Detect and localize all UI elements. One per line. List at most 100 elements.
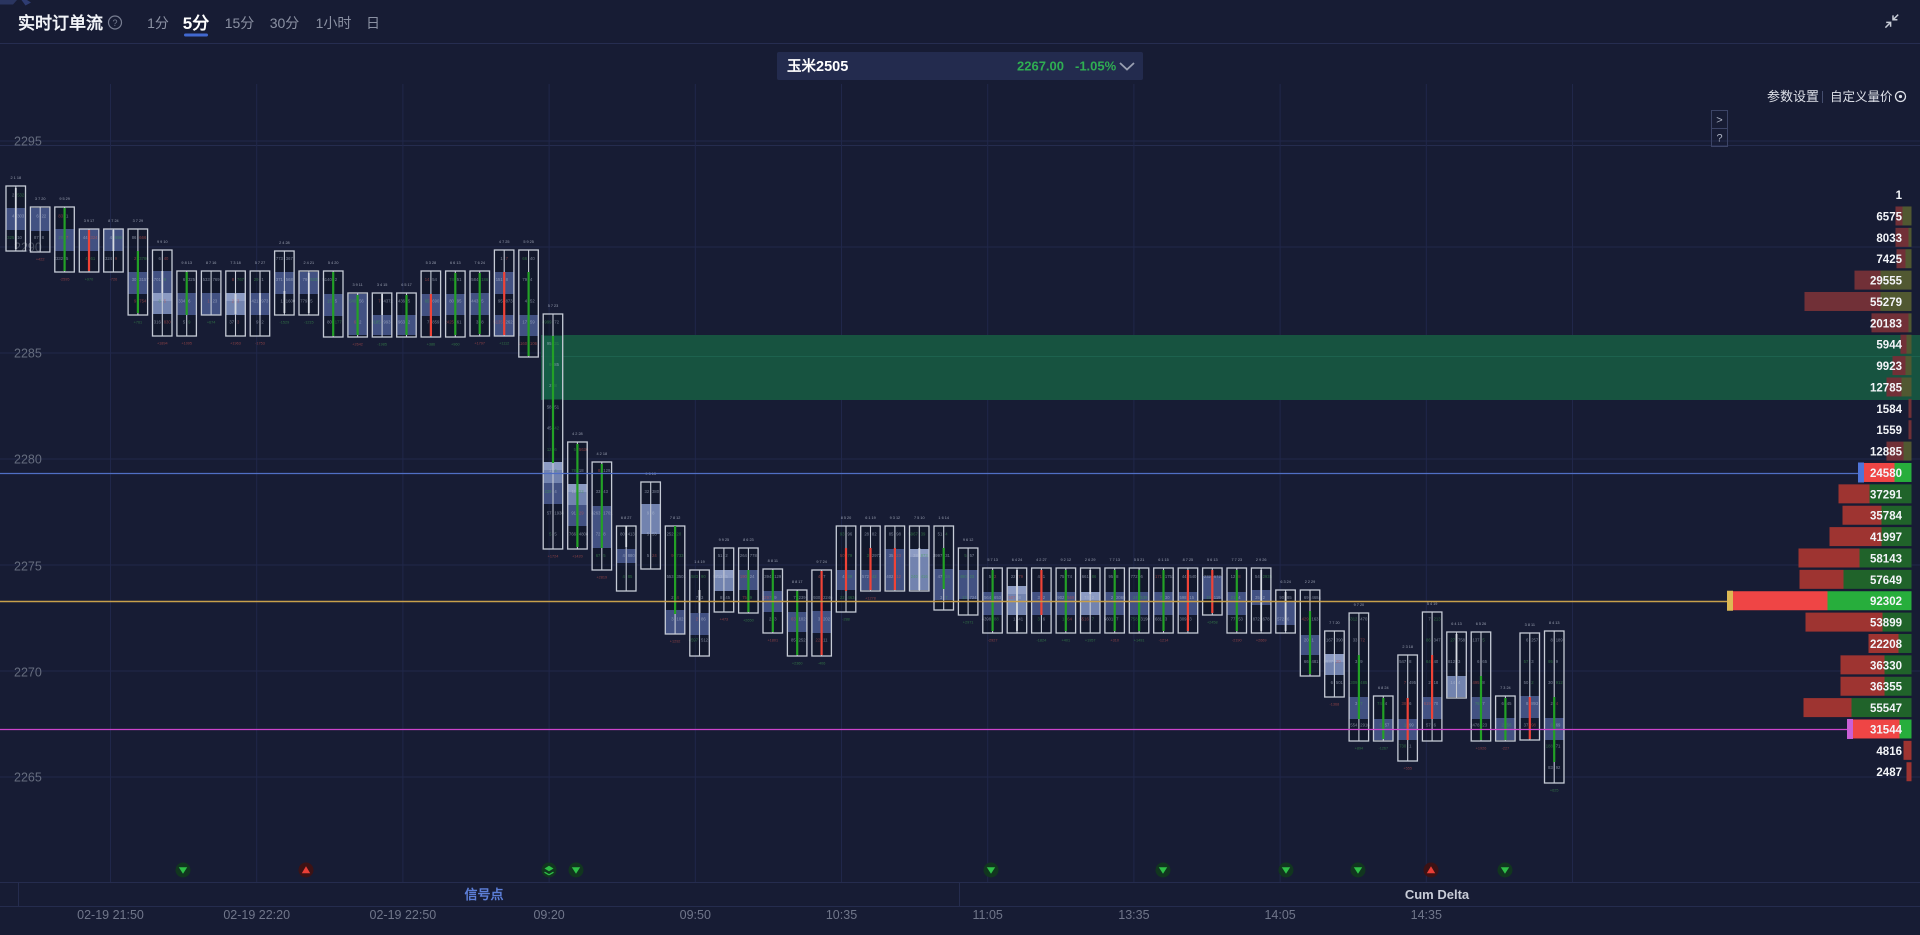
svg-text:53: 53 [1238, 616, 1243, 621]
svg-text:9: 9 [647, 510, 650, 515]
svg-text:5 7 23: 5 7 23 [548, 304, 559, 308]
svg-text:86: 86 [1426, 638, 1431, 643]
svg-text:7: 7 [696, 595, 699, 600]
svg-text:3: 3 [867, 553, 870, 558]
svg-text:769: 769 [213, 277, 221, 282]
svg-text:+1278: +1278 [865, 597, 876, 601]
svg-text:4: 4 [525, 298, 528, 303]
svg-text:7 3 24: 7 3 24 [1500, 686, 1511, 690]
svg-text:3: 3 [1165, 616, 1168, 621]
svg-text:6 5 26: 6 5 26 [1476, 622, 1487, 626]
svg-text:553: 553 [667, 574, 675, 579]
svg-text:5: 5 [310, 298, 313, 303]
svg-text:9923: 9923 [1876, 361, 1902, 373]
svg-text:9 7 24: 9 7 24 [816, 560, 827, 564]
svg-text:3: 3 [1458, 659, 1461, 664]
svg-text:-1368: -1368 [1330, 703, 1340, 707]
svg-text:367: 367 [286, 256, 294, 261]
svg-text:1309: 1309 [1348, 680, 1358, 685]
svg-text:5 4 20: 5 4 20 [328, 261, 339, 265]
svg-text:57649: 57649 [1870, 575, 1902, 587]
svg-text:3263: 3263 [591, 510, 601, 515]
svg-text:86: 86 [132, 235, 137, 240]
svg-text:6 4 13: 6 4 13 [1451, 622, 1462, 626]
svg-text:8: 8 [158, 298, 161, 303]
svg-text:2332: 2332 [54, 256, 64, 261]
svg-text:30分: 30分 [270, 15, 300, 31]
svg-text:540: 540 [349, 298, 357, 303]
svg-text:31: 31 [945, 553, 950, 558]
svg-text:6 8 27: 6 8 27 [621, 516, 632, 520]
svg-text:95: 95 [498, 298, 503, 303]
svg-text:6 1 15: 6 1 15 [1158, 558, 1169, 562]
svg-text:85: 85 [791, 638, 796, 643]
svg-text:9: 9 [134, 298, 137, 303]
svg-text:6: 6 [1287, 616, 1290, 621]
svg-text:4 2 28: 4 2 28 [572, 432, 583, 436]
svg-text:43: 43 [603, 489, 608, 494]
svg-text:5: 5 [408, 298, 411, 303]
svg-text:10: 10 [17, 235, 22, 240]
svg-text:85: 85 [889, 532, 894, 537]
svg-text:5 7 27: 5 7 27 [255, 261, 266, 265]
svg-text:86: 86 [1092, 574, 1097, 579]
svg-text:6: 6 [1526, 638, 1529, 643]
svg-text:2: 2 [1502, 722, 1505, 727]
svg-text:+1963: +1963 [230, 342, 241, 346]
svg-text:3: 3 [1038, 595, 1041, 600]
svg-text:4: 4 [1385, 701, 1388, 706]
svg-text:-1.05%: -1.05% [1075, 59, 1117, 74]
svg-text:5: 5 [1482, 638, 1485, 643]
svg-text:9 5 29: 9 5 29 [59, 197, 70, 201]
svg-text:3 8 11: 3 8 11 [1525, 623, 1535, 627]
svg-text:35: 35 [1255, 595, 1260, 600]
svg-text:859: 859 [432, 320, 440, 325]
svg-text:+1112: +1112 [499, 342, 509, 346]
svg-text:3786: 3786 [139, 256, 149, 261]
svg-text:2275: 2275 [14, 560, 42, 574]
svg-text:7: 7 [506, 256, 509, 261]
svg-text:8: 8 [506, 277, 509, 282]
svg-text:74: 74 [1067, 574, 1072, 579]
svg-text:188: 188 [1546, 744, 1554, 749]
svg-text:2: 2 [1043, 595, 1046, 600]
svg-text:+1420: +1420 [572, 555, 583, 559]
svg-text:72: 72 [1360, 638, 1365, 643]
svg-text:7: 7 [66, 235, 69, 240]
svg-text:2425: 2425 [445, 320, 455, 325]
svg-text:10:35: 10:35 [826, 908, 857, 922]
svg-text:3: 3 [671, 616, 674, 621]
svg-text:371: 371 [276, 277, 284, 282]
svg-text:64: 64 [1426, 659, 1431, 664]
svg-text:+2971: +2971 [963, 621, 974, 625]
svg-text:3997: 3997 [933, 553, 943, 558]
svg-text:45: 45 [725, 595, 730, 600]
svg-text:23: 23 [213, 298, 218, 303]
svg-text:9 2 12: 9 2 12 [1061, 558, 1072, 562]
svg-text:3: 3 [701, 595, 704, 600]
svg-text:190: 190 [740, 574, 748, 579]
svg-text:95: 95 [547, 341, 552, 346]
svg-text:4999: 4999 [542, 320, 552, 325]
svg-text:63: 63 [791, 616, 796, 621]
svg-text:30: 30 [132, 277, 137, 282]
svg-text:681: 681 [1155, 616, 1163, 621]
svg-text:18: 18 [579, 468, 584, 473]
svg-text:568: 568 [286, 277, 294, 282]
svg-text:2: 2 [408, 320, 411, 325]
svg-text:98: 98 [896, 532, 901, 537]
svg-text:413: 413 [628, 532, 636, 537]
svg-text:698: 698 [115, 235, 123, 240]
svg-text:75: 75 [742, 595, 747, 600]
svg-text:4: 4 [1238, 595, 1241, 600]
svg-text:163: 163 [1312, 616, 1320, 621]
svg-text:-406: -406 [818, 662, 826, 666]
svg-text:4684: 4684 [1312, 595, 1322, 600]
svg-text:11:05: 11:05 [973, 908, 1003, 922]
svg-text:58143: 58143 [1870, 553, 1902, 565]
svg-text:12: 12 [896, 574, 901, 579]
svg-text:6 3 24: 6 3 24 [1280, 580, 1291, 584]
svg-text:+2458: +2458 [1207, 621, 1218, 625]
svg-text:2: 2 [335, 277, 338, 282]
svg-text:14:35: 14:35 [1411, 908, 1442, 922]
